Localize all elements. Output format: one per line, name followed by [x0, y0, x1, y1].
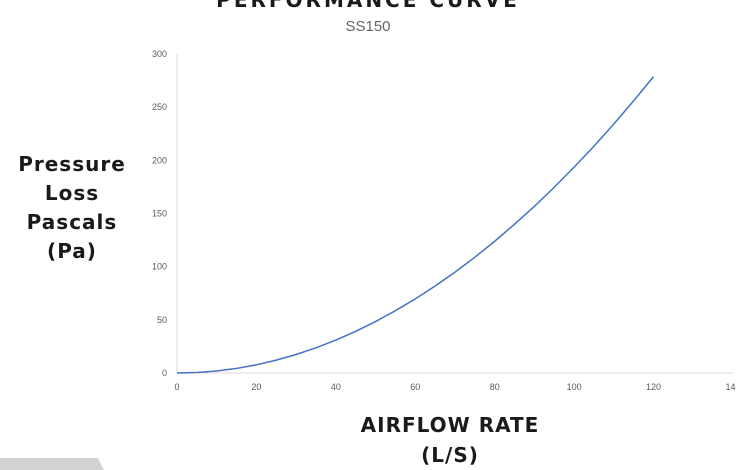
x-axis-label-line: AIRFLOW RATE	[360, 413, 540, 437]
x-tick-label: 120	[646, 382, 661, 392]
data-point	[195, 370, 199, 374]
data-points	[175, 75, 656, 375]
data-point	[274, 358, 278, 362]
data-point	[592, 144, 596, 148]
y-tick-label: 150	[152, 209, 167, 219]
x-tick-labels: 0 20 40 60 80 100 120 140	[174, 382, 736, 392]
x-axis-label-line: (L/S)	[421, 443, 479, 467]
x-tick-label: 80	[490, 382, 500, 392]
data-point	[433, 284, 437, 288]
y-tick-label: 300	[152, 49, 167, 59]
data-point	[632, 99, 636, 103]
data-point	[453, 270, 457, 274]
data-point	[532, 204, 536, 208]
data-point	[652, 75, 656, 79]
x-tick-label: 40	[331, 382, 341, 392]
data-point	[473, 255, 477, 259]
y-tick-label: 50	[157, 315, 167, 325]
x-tick-label: 60	[410, 382, 420, 392]
data-point	[552, 185, 556, 189]
x-tick-label: 20	[251, 382, 261, 392]
y-tick-label: 250	[152, 102, 167, 112]
data-point	[215, 369, 219, 373]
y-axis-label-line: Pascals	[26, 210, 118, 234]
series-line	[176, 76, 655, 374]
x-tick-label: 100	[567, 382, 582, 392]
y-axis-label-line: Loss	[44, 181, 100, 205]
y-tick-labels: 0 50 100 150 200 250 300	[152, 49, 167, 378]
data-point	[235, 366, 239, 370]
data-point	[314, 346, 318, 350]
data-point	[374, 320, 378, 324]
data-point	[294, 352, 298, 356]
chart-subtitle: SS150	[345, 18, 391, 35]
y-axis-label: Pressure Loss Pascals (Pa)	[6, 150, 138, 266]
data-point	[513, 222, 517, 226]
data-point	[334, 338, 338, 342]
y-tick-label: 200	[152, 155, 167, 165]
x-axis-label: AIRFLOW RATE (L/S)	[300, 410, 600, 470]
data-point	[572, 165, 576, 169]
chart-title: PERFORMANCE CURVE	[216, 0, 520, 12]
data-point	[354, 329, 358, 333]
data-point	[493, 239, 497, 243]
y-axis-label-line: Pressure	[18, 152, 126, 176]
x-tick-label: 140	[725, 382, 736, 392]
y-axis-label-line: (Pa)	[47, 239, 97, 263]
data-point	[413, 297, 417, 301]
data-point	[612, 122, 616, 126]
y-tick-label: 0	[162, 368, 167, 378]
x-tick-label: 0	[174, 382, 179, 392]
data-point	[393, 309, 397, 313]
y-tick-label: 100	[152, 262, 167, 272]
data-point	[254, 363, 258, 367]
data-point	[175, 371, 179, 375]
corner-tab-decoration	[0, 458, 104, 470]
